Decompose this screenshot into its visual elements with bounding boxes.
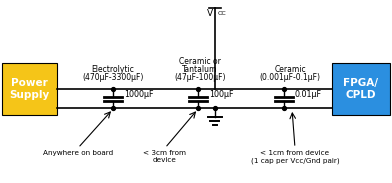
Text: Power
Supply: Power Supply bbox=[9, 78, 50, 100]
Text: Ceramic or: Ceramic or bbox=[179, 57, 221, 66]
Text: 0.01μF: 0.01μF bbox=[295, 90, 322, 99]
Text: 1000μF: 1000μF bbox=[124, 90, 154, 99]
Text: < 3cm from
device: < 3cm from device bbox=[143, 150, 187, 163]
Text: Anywhere on board: Anywhere on board bbox=[43, 150, 113, 156]
Text: (0.001μF-0.1μF): (0.001μF-0.1μF) bbox=[260, 73, 321, 82]
Bar bbox=[2, 63, 57, 115]
Text: V: V bbox=[207, 9, 213, 18]
Text: < 1cm from device
(1 cap per Vcc/Gnd pair): < 1cm from device (1 cap per Vcc/Gnd pai… bbox=[251, 150, 339, 163]
Text: (47μF-100μF): (47μF-100μF) bbox=[174, 73, 226, 82]
Text: FPGA/
CPLD: FPGA/ CPLD bbox=[343, 78, 379, 100]
Text: 100μF: 100μF bbox=[209, 90, 234, 99]
Text: (470μF-3300μF): (470μF-3300μF) bbox=[82, 73, 144, 82]
Text: Ceramic: Ceramic bbox=[274, 65, 306, 74]
Bar bbox=[332, 63, 390, 115]
Text: Tantalum: Tantalum bbox=[182, 65, 218, 74]
Text: CC: CC bbox=[218, 11, 227, 16]
Text: Electrolytic: Electrolytic bbox=[92, 65, 134, 74]
